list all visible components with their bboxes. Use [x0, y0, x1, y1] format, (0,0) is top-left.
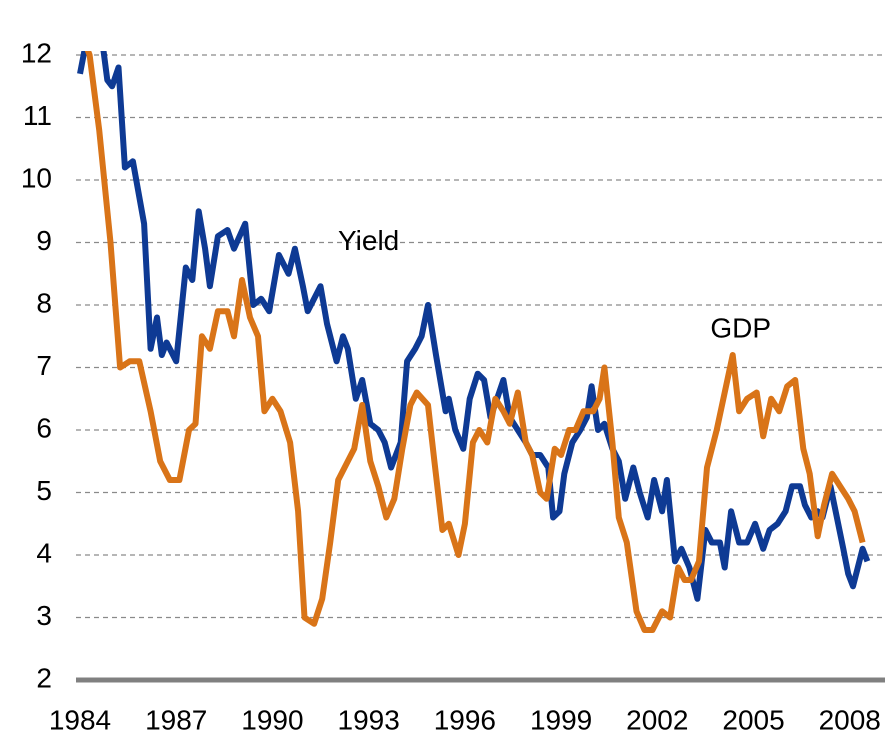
y-tick-label: 6 [36, 412, 52, 443]
x-tick-label: 1999 [530, 704, 592, 735]
x-tick-label: 1987 [145, 704, 207, 735]
x-tick-label: 1990 [241, 704, 303, 735]
y-tick-label: 9 [36, 225, 52, 256]
y-tick-label: 10 [21, 162, 52, 193]
x-tick-label: 2008 [819, 704, 881, 735]
y-tick-label: 8 [36, 287, 52, 318]
y-tick-label: 7 [36, 350, 52, 381]
y-tick-label: 4 [36, 537, 52, 568]
annotation: Yield [338, 225, 399, 256]
x-tick-label: 1996 [434, 704, 496, 735]
y-tick-label: 12 [21, 37, 52, 68]
x-tick-label: 1993 [338, 704, 400, 735]
annotation: GDP [710, 312, 771, 343]
y-tick-label: 5 [36, 475, 52, 506]
series-line [84, 51, 866, 633]
y-tick-label: 11 [23, 100, 52, 131]
x-tick-label: 1984 [49, 704, 111, 735]
y-tick-label: 2 [36, 662, 52, 693]
x-tick-label: 2005 [722, 704, 784, 735]
y-tick-label: 3 [36, 600, 52, 631]
x-tick-label: 2002 [626, 704, 688, 735]
plot-area [77, 51, 871, 633]
series-line [77, 51, 871, 602]
